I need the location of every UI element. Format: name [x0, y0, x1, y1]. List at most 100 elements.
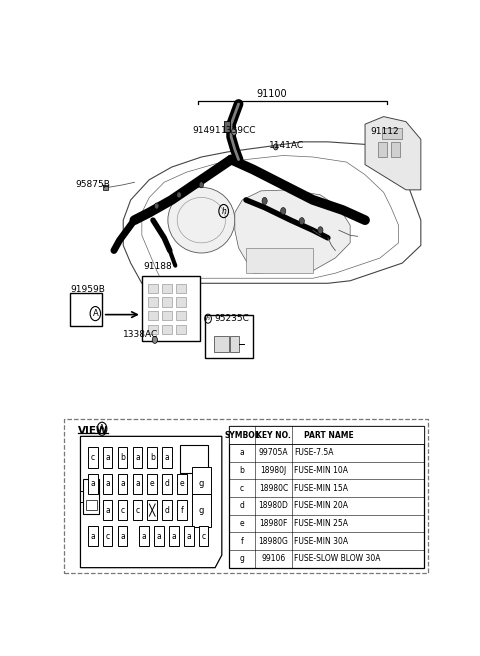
- Text: a: a: [105, 506, 110, 514]
- Bar: [148, 311, 158, 320]
- Bar: [378, 142, 387, 157]
- Text: b: b: [120, 453, 125, 462]
- Text: a: a: [165, 453, 169, 462]
- Bar: [118, 447, 127, 468]
- Circle shape: [231, 128, 237, 135]
- Bar: [148, 284, 158, 293]
- Bar: [147, 500, 157, 520]
- Bar: [85, 500, 97, 510]
- Text: 99705A: 99705A: [259, 448, 288, 457]
- Bar: [154, 526, 164, 546]
- Text: d: d: [165, 480, 169, 488]
- Text: a: a: [90, 532, 95, 541]
- Bar: [177, 500, 187, 520]
- Text: 95235C: 95235C: [215, 314, 249, 323]
- Bar: [64, 419, 428, 573]
- Text: 18980J: 18980J: [261, 466, 287, 475]
- Text: a: a: [120, 532, 125, 541]
- Text: a: a: [171, 532, 176, 541]
- Circle shape: [299, 218, 304, 225]
- Text: a: a: [135, 480, 140, 488]
- Bar: [132, 500, 142, 520]
- Text: VIEW: VIEW: [78, 426, 108, 436]
- Text: b: b: [240, 466, 244, 475]
- Bar: [103, 474, 112, 494]
- Text: FUSE-MIN 20A: FUSE-MIN 20A: [294, 501, 348, 510]
- Text: 95875B: 95875B: [75, 180, 110, 190]
- Bar: [205, 315, 253, 358]
- Bar: [192, 494, 211, 527]
- Text: h: h: [221, 207, 226, 216]
- Polygon shape: [235, 190, 350, 273]
- Text: a: a: [186, 532, 191, 541]
- Text: FUSE-MIN 10A: FUSE-MIN 10A: [294, 466, 348, 475]
- Bar: [139, 526, 149, 546]
- Text: h: h: [206, 316, 210, 321]
- Text: A: A: [99, 424, 105, 433]
- Text: d: d: [165, 506, 169, 514]
- Bar: [148, 297, 158, 306]
- Bar: [177, 284, 186, 293]
- Bar: [228, 426, 424, 567]
- Text: a: a: [120, 480, 125, 488]
- Text: a: a: [105, 453, 110, 462]
- Text: 18980F: 18980F: [259, 519, 288, 528]
- Bar: [118, 526, 127, 546]
- Bar: [177, 297, 186, 306]
- Bar: [148, 325, 158, 334]
- Bar: [142, 276, 200, 341]
- Text: FUSE-SLOW BLOW 30A: FUSE-SLOW BLOW 30A: [294, 554, 381, 564]
- Text: a: a: [135, 453, 140, 462]
- Text: SYMBOL: SYMBOL: [224, 430, 260, 440]
- Ellipse shape: [168, 188, 235, 253]
- Text: 1141AC: 1141AC: [269, 141, 304, 150]
- Bar: [88, 474, 97, 494]
- Text: PART NAME: PART NAME: [304, 430, 354, 440]
- Text: c: c: [91, 453, 95, 462]
- Bar: [88, 447, 97, 468]
- Text: FUSE-7.5A: FUSE-7.5A: [294, 448, 334, 457]
- Text: 91491: 91491: [192, 126, 221, 134]
- Text: c: c: [120, 506, 124, 514]
- Bar: [118, 500, 127, 520]
- Bar: [224, 121, 230, 132]
- Bar: [162, 474, 172, 494]
- Bar: [230, 337, 239, 352]
- Bar: [103, 185, 108, 190]
- Bar: [192, 468, 211, 501]
- Circle shape: [155, 203, 159, 209]
- Text: 91188: 91188: [144, 262, 172, 271]
- Text: 18980D: 18980D: [259, 501, 288, 510]
- Bar: [162, 284, 172, 293]
- Text: 91100: 91100: [257, 89, 288, 99]
- Bar: [103, 447, 112, 468]
- Text: 18980G: 18980G: [259, 537, 288, 546]
- Circle shape: [274, 144, 278, 150]
- Bar: [88, 526, 97, 546]
- Bar: [391, 142, 400, 157]
- Text: d: d: [240, 501, 244, 510]
- Text: KEY NO.: KEY NO.: [256, 430, 291, 440]
- Text: a: a: [156, 532, 161, 541]
- Circle shape: [177, 192, 181, 198]
- Bar: [118, 474, 127, 494]
- Bar: [103, 500, 112, 520]
- Text: f: f: [240, 537, 243, 546]
- Text: 18980C: 18980C: [259, 483, 288, 493]
- Bar: [177, 474, 187, 494]
- Bar: [162, 447, 172, 468]
- Text: b: b: [150, 453, 155, 462]
- Bar: [162, 500, 172, 520]
- Text: 99106: 99106: [262, 554, 286, 564]
- Text: c: c: [135, 506, 139, 514]
- Bar: [103, 526, 112, 546]
- Text: a: a: [105, 480, 110, 488]
- Text: e: e: [150, 480, 155, 488]
- Bar: [132, 447, 142, 468]
- Bar: [382, 128, 402, 139]
- Text: FUSE-MIN 30A: FUSE-MIN 30A: [294, 537, 348, 546]
- Text: a: a: [240, 448, 244, 457]
- Text: g: g: [240, 554, 244, 564]
- Bar: [215, 337, 229, 352]
- Text: e: e: [180, 480, 184, 488]
